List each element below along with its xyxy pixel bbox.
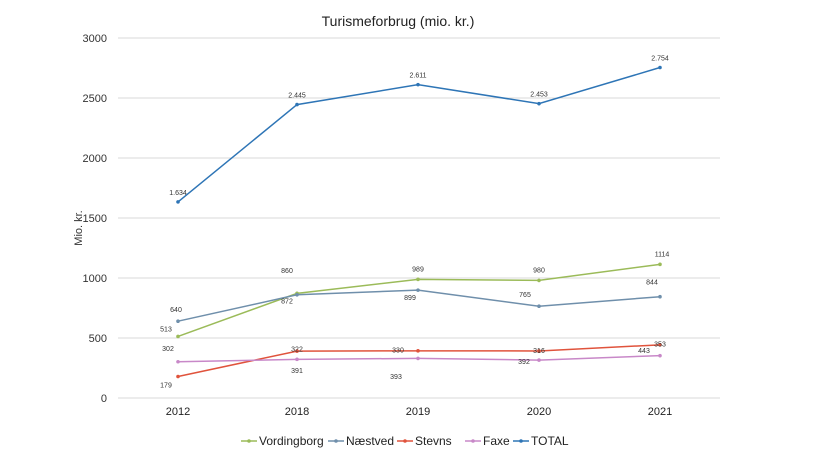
legend-marker bbox=[519, 439, 523, 443]
data-label: 513 bbox=[160, 326, 172, 333]
legend-item-total[interactable]: TOTAL bbox=[513, 434, 569, 448]
x-axis-ticks: 2012 2018 2019 2020 2021 bbox=[166, 406, 672, 418]
data-label: 640 bbox=[170, 307, 182, 314]
data-point bbox=[658, 343, 662, 347]
data-label: 391 bbox=[291, 368, 303, 375]
data-point bbox=[176, 200, 180, 204]
data-labels: 513 872 989 980 1114 640 860 899 765 844 179 391 393… bbox=[160, 56, 669, 390]
series-line-total bbox=[177, 66, 661, 203]
y-tick-label: 2500 bbox=[83, 93, 107, 105]
data-point bbox=[176, 334, 180, 339]
legend-marker bbox=[471, 439, 475, 443]
legend-label: Stevns bbox=[415, 434, 452, 448]
data-point bbox=[295, 349, 299, 353]
y-axis-ticks: 0 500 1000 1500 2000 2500 3000 bbox=[83, 33, 107, 405]
data-label: 1114 bbox=[655, 251, 670, 258]
data-label: 1.634 bbox=[169, 190, 187, 197]
data-point bbox=[295, 293, 299, 297]
legend-marker bbox=[247, 439, 251, 443]
data-point bbox=[295, 357, 299, 362]
data-point bbox=[416, 82, 420, 87]
data-point bbox=[658, 262, 662, 267]
data-label: 2.445 bbox=[288, 93, 306, 100]
data-label: 2.754 bbox=[651, 56, 669, 63]
y-tick-label: 2000 bbox=[83, 153, 107, 165]
data-label: 322 bbox=[291, 346, 303, 353]
data-label: 844 bbox=[646, 280, 658, 287]
data-point bbox=[176, 319, 180, 324]
y-tick-label: 3000 bbox=[83, 33, 107, 45]
legend-label: Vordingborg bbox=[259, 434, 324, 448]
data-point bbox=[416, 277, 420, 282]
data-point bbox=[416, 356, 420, 361]
data-label: 989 bbox=[412, 266, 424, 273]
legend: Vordingborg Næstved Stevns Faxe TOTAL bbox=[241, 434, 569, 448]
data-label: 765 bbox=[519, 292, 531, 299]
x-tick-label: 2012 bbox=[166, 406, 190, 418]
x-tick-label: 2019 bbox=[406, 406, 430, 418]
data-point bbox=[658, 294, 662, 299]
data-label: 392 bbox=[518, 359, 530, 366]
data-point bbox=[176, 359, 180, 364]
data-label: 443 bbox=[638, 348, 650, 355]
data-label: 316 bbox=[533, 348, 545, 355]
data-label: 899 bbox=[404, 295, 416, 302]
legend-marker bbox=[403, 439, 407, 443]
data-label: 2.611 bbox=[410, 73, 427, 80]
data-point bbox=[295, 102, 299, 107]
data-label: 393 bbox=[390, 374, 402, 381]
data-point bbox=[416, 288, 420, 292]
x-tick-label: 2021 bbox=[648, 406, 672, 418]
y-tick-label: 0 bbox=[101, 393, 107, 405]
y-tick-label: 1000 bbox=[83, 273, 107, 285]
series-line-vordingborg bbox=[177, 263, 661, 338]
legend-item-faxe[interactable]: Faxe bbox=[465, 434, 510, 448]
legend-item-stevns[interactable]: Stevns bbox=[397, 434, 452, 448]
data-label: 980 bbox=[533, 267, 545, 274]
x-tick-label: 2020 bbox=[527, 406, 551, 418]
y-tick-label: 500 bbox=[89, 333, 107, 345]
data-point bbox=[658, 353, 662, 358]
data-point bbox=[176, 374, 180, 379]
legend-label: TOTAL bbox=[531, 434, 569, 448]
legend-item-næstved[interactable]: Næstved bbox=[328, 434, 394, 448]
y-axis-label: Mio. kr. bbox=[73, 210, 85, 245]
gridlines bbox=[118, 37, 720, 399]
data-point bbox=[537, 101, 541, 106]
data-point bbox=[537, 304, 541, 309]
y-tick-label: 1500 bbox=[83, 213, 107, 225]
data-label: 353 bbox=[654, 342, 666, 349]
series-lines bbox=[176, 65, 662, 379]
chart-title: Turismeforbrug (mio. kr.) bbox=[322, 13, 475, 29]
data-label: 872 bbox=[281, 298, 293, 305]
legend-item-vordingborg[interactable]: Vordingborg bbox=[241, 434, 324, 448]
legend-label: Faxe bbox=[483, 434, 510, 448]
data-point bbox=[537, 349, 541, 353]
data-label: 330 bbox=[392, 347, 404, 354]
data-label: 302 bbox=[162, 346, 174, 353]
legend-marker bbox=[334, 439, 338, 443]
x-tick-label: 2018 bbox=[285, 406, 309, 418]
legend-label: Næstved bbox=[346, 434, 394, 448]
series-line-næstved bbox=[177, 289, 661, 322]
data-label: 2.453 bbox=[530, 92, 548, 99]
data-label: 860 bbox=[281, 268, 293, 275]
data-point bbox=[416, 349, 420, 353]
data-label: 179 bbox=[160, 383, 172, 390]
data-point bbox=[537, 358, 541, 362]
data-point bbox=[658, 65, 662, 70]
data-point bbox=[537, 278, 541, 283]
